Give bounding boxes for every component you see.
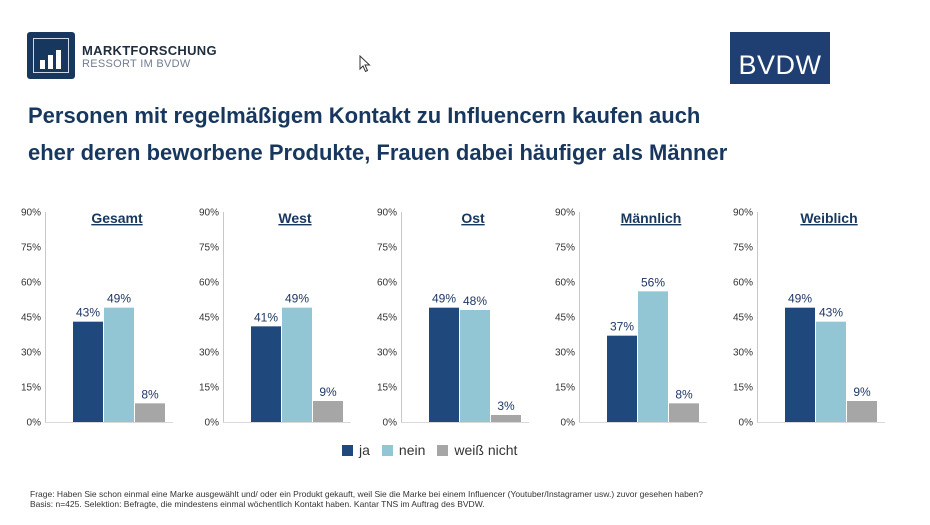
data-label: 37% bbox=[610, 320, 634, 334]
data-label: 43% bbox=[819, 306, 843, 320]
legend-label-nein: nein bbox=[398, 442, 426, 458]
y-tick-label: 0% bbox=[739, 418, 754, 429]
bar-nein bbox=[638, 291, 668, 422]
mouse-pointer-icon bbox=[359, 55, 371, 73]
y-tick-label: 45% bbox=[733, 313, 753, 324]
chart-title: Weiblich bbox=[800, 210, 857, 226]
y-tick-label: 15% bbox=[199, 383, 219, 394]
bar-ja bbox=[785, 307, 815, 422]
marktforschung-logo bbox=[27, 32, 75, 79]
data-label: 56% bbox=[641, 275, 665, 289]
chart-title: West bbox=[278, 210, 312, 226]
logo-bar bbox=[40, 60, 45, 69]
y-tick-label: 75% bbox=[21, 243, 41, 254]
y-tick-label: 45% bbox=[21, 313, 41, 324]
y-tick-label: 60% bbox=[555, 278, 575, 289]
y-tick-label: 60% bbox=[21, 278, 41, 289]
y-tick-label: 30% bbox=[377, 348, 397, 359]
bar-ja bbox=[607, 335, 637, 422]
bar-weiss-nicht bbox=[313, 401, 343, 422]
data-label: 49% bbox=[285, 292, 309, 306]
bar-weiss-nicht bbox=[491, 415, 521, 422]
data-label: 49% bbox=[107, 292, 131, 306]
y-tick-label: 90% bbox=[733, 208, 753, 219]
charts-area: 90% 75% 60% 45% 30% 15% 0% Gesamt 43% 49% 8% 90% 75%… bbox=[21, 208, 885, 429]
legend-swatch-weiss-nicht bbox=[437, 444, 449, 456]
data-label: 49% bbox=[788, 292, 812, 306]
y-tick-label: 75% bbox=[555, 243, 575, 254]
logo-bar bbox=[56, 50, 61, 69]
legend-swatch-nein bbox=[381, 444, 393, 456]
y-tick-label: 90% bbox=[21, 208, 41, 219]
y-tick-label: 30% bbox=[555, 348, 575, 359]
y-tick-label: 45% bbox=[555, 313, 575, 324]
data-label: 48% bbox=[463, 294, 487, 308]
logo-frame bbox=[33, 38, 69, 73]
y-tick-label: 60% bbox=[199, 278, 219, 289]
y-tick-label: 15% bbox=[377, 383, 397, 394]
logo-bar bbox=[48, 55, 53, 69]
y-tick-label: 75% bbox=[377, 243, 397, 254]
page-title-line-1: Personen mit regelmäßigem Kontakt zu Inf… bbox=[28, 103, 701, 128]
y-tick-label: 45% bbox=[377, 313, 397, 324]
y-tick-label: 45% bbox=[199, 313, 219, 324]
bvdw-logo-text: BVDW bbox=[738, 50, 822, 80]
data-label: 41% bbox=[254, 310, 278, 324]
y-tick-label: 90% bbox=[377, 208, 397, 219]
bar-nein bbox=[282, 307, 312, 422]
y-tick-label: 15% bbox=[21, 383, 41, 394]
bar-nein bbox=[104, 307, 134, 422]
y-tick-label: 75% bbox=[199, 243, 219, 254]
y-tick-label: 15% bbox=[733, 383, 753, 394]
y-tick-label: 0% bbox=[383, 418, 398, 429]
data-label: 8% bbox=[675, 387, 693, 401]
page-title-line-2: eher deren beworbene Produkte, Frauen da… bbox=[28, 140, 728, 165]
y-tick-label: 60% bbox=[733, 278, 753, 289]
y-tick-label: 90% bbox=[199, 208, 219, 219]
y-tick-label: 0% bbox=[561, 418, 576, 429]
brand-line-1: MARKTFORSCHUNG bbox=[82, 43, 217, 58]
legend: ja nein weiß nicht bbox=[342, 441, 529, 459]
chart-title: Ost bbox=[461, 210, 485, 226]
y-tick-label: 30% bbox=[21, 348, 41, 359]
legend-swatch-ja bbox=[342, 444, 353, 456]
data-label: 49% bbox=[432, 292, 456, 306]
footnote-question: Frage: Haben Sie schon einmal eine Marke… bbox=[30, 489, 703, 499]
chart-title: Männlich bbox=[621, 210, 682, 226]
y-tick-label: 30% bbox=[733, 348, 753, 359]
y-tick-label: 15% bbox=[555, 383, 575, 394]
y-tick-label: 0% bbox=[27, 418, 42, 429]
bar-weiss-nicht bbox=[669, 403, 699, 422]
data-label: 8% bbox=[141, 387, 159, 401]
y-tick-label: 90% bbox=[555, 208, 575, 219]
bar-ja bbox=[73, 321, 103, 422]
footnote-basis: Basis: n=425. Selektion: Befragte, die m… bbox=[30, 499, 485, 509]
legend-item-weiss-nicht: weiß nicht bbox=[437, 442, 517, 458]
y-tick-label: 75% bbox=[733, 243, 753, 254]
data-label: 9% bbox=[319, 385, 337, 399]
bar-ja bbox=[251, 326, 281, 422]
bar-ja bbox=[429, 307, 459, 422]
chart-title: Gesamt bbox=[91, 210, 143, 226]
legend-item-ja: ja bbox=[342, 442, 370, 458]
bar-nein bbox=[816, 321, 846, 422]
legend-label-ja: ja bbox=[359, 442, 370, 458]
bar-nein bbox=[460, 310, 490, 422]
y-tick-label: 30% bbox=[199, 348, 219, 359]
data-label: 3% bbox=[497, 399, 515, 413]
bvdw-logo: BVDW bbox=[730, 32, 830, 84]
data-label: 43% bbox=[76, 306, 100, 320]
y-tick-label: 60% bbox=[377, 278, 397, 289]
legend-label-weiss-nicht: weiß nicht bbox=[454, 442, 518, 458]
legend-item-nein: nein bbox=[381, 442, 426, 458]
bar-weiss-nicht bbox=[135, 403, 165, 422]
brand-line-2: RESSORT IM BVDW bbox=[82, 58, 191, 70]
data-label: 9% bbox=[853, 385, 871, 399]
y-tick-label: 0% bbox=[205, 418, 220, 429]
bar-weiss-nicht bbox=[847, 401, 877, 422]
